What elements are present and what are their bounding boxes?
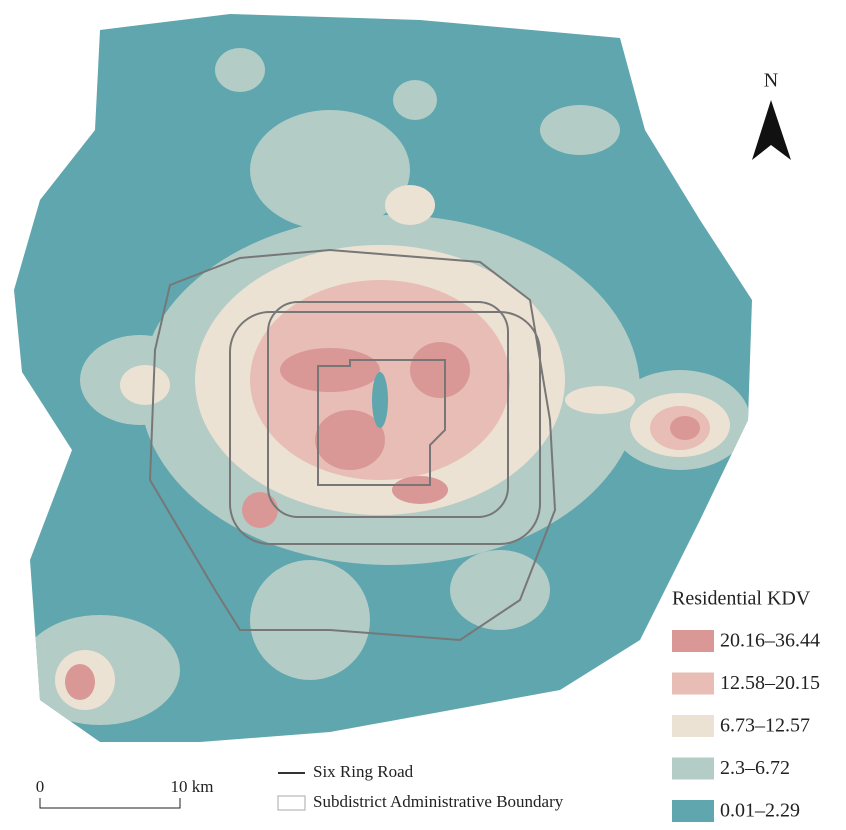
- density-zone: [565, 386, 635, 414]
- density-zone: [242, 492, 278, 528]
- density-zone: [215, 48, 265, 92]
- legend-label: 0.01–2.29: [720, 800, 800, 822]
- north-label: N: [764, 70, 778, 92]
- legend-swatch: [672, 715, 714, 737]
- density-zone: [250, 110, 410, 230]
- legend-label: 12.58–20.15: [720, 672, 820, 694]
- density-zone: [410, 342, 470, 398]
- legend-line-label: Subdistrict Administrative Boundary: [313, 792, 564, 811]
- density-zone: [393, 80, 437, 120]
- legend-line-label: Six Ring Road: [313, 762, 414, 781]
- scale-label: 0: [36, 777, 45, 796]
- density-zone: [280, 348, 380, 392]
- legend-label: 20.16–36.44: [720, 630, 820, 652]
- density-zone: [392, 476, 448, 504]
- legend-swatch: [672, 630, 714, 652]
- north-arrow: [752, 100, 791, 160]
- legend-swatch: [672, 800, 714, 822]
- legend-title: Residential KDV: [672, 588, 811, 610]
- legend-label: 6.73–12.57: [720, 715, 810, 737]
- density-zone: [385, 185, 435, 225]
- density-zone: [315, 410, 385, 470]
- density-zone: [65, 664, 95, 700]
- legend-label: 2.3–6.72: [720, 757, 790, 779]
- density-zone: [670, 416, 700, 440]
- density-zone: [120, 365, 170, 405]
- scale-bar: [39, 798, 181, 809]
- ring-roads: [148, 248, 557, 642]
- density-zone: [372, 372, 388, 428]
- scale-label: 10 km: [171, 777, 214, 796]
- legend-swatch: [672, 757, 714, 780]
- legend-boundary-symbol: [277, 795, 306, 811]
- legend-swatch: [672, 672, 714, 695]
- density-zone: [450, 550, 550, 630]
- density-zone: [250, 560, 370, 680]
- density-zone: [540, 105, 620, 155]
